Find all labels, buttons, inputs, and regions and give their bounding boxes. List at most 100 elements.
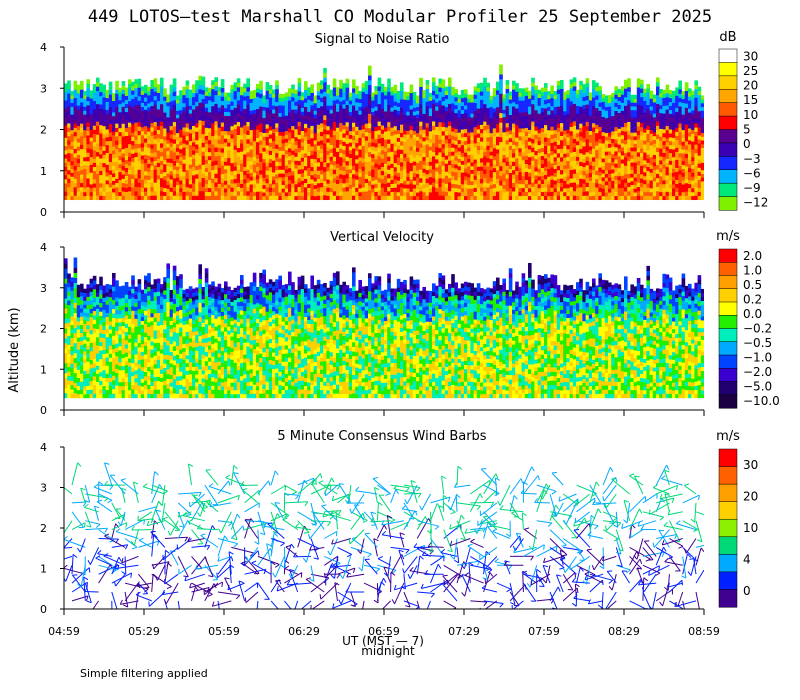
heatmap-cell <box>428 142 433 147</box>
heatmap-cell <box>249 168 254 173</box>
heatmap-cell <box>243 166 247 172</box>
heatmap-cell <box>614 130 618 136</box>
heatmap-cell <box>128 96 132 102</box>
heatmap-cell <box>182 171 186 176</box>
heatmap-cell <box>230 138 234 143</box>
heatmap-cell <box>323 100 327 106</box>
heatmap-cell <box>64 108 68 113</box>
heatmap-cell <box>243 100 247 105</box>
heatmap-cell <box>227 176 231 181</box>
heatmap-cell <box>435 167 439 172</box>
heatmap-cell <box>73 89 78 94</box>
heatmap-cell <box>480 191 484 196</box>
heatmap-cell <box>521 191 526 197</box>
heatmap-cell <box>80 178 84 184</box>
heatmap-cell <box>547 114 551 119</box>
heatmap-cell <box>620 86 625 91</box>
heatmap-cell <box>326 138 330 143</box>
heatmap-cell <box>592 182 596 188</box>
heatmap-cell <box>112 127 116 132</box>
heatmap-cell <box>630 120 634 126</box>
heatmap-cell <box>227 149 231 155</box>
heatmap-cell <box>208 99 212 105</box>
heatmap-cell <box>246 91 250 96</box>
heatmap-cell <box>166 124 170 129</box>
heatmap-cell <box>473 163 478 168</box>
heatmap-cell <box>83 149 87 154</box>
heatmap-cell <box>256 133 260 139</box>
heatmap-cell <box>604 121 609 126</box>
heatmap-cell <box>326 179 330 184</box>
heatmap-cell <box>83 191 87 197</box>
heatmap-cell <box>137 143 142 149</box>
heatmap-cell <box>470 195 474 201</box>
heatmap-cell <box>179 117 183 122</box>
heatmap-cell <box>224 142 228 147</box>
heatmap-cell <box>534 89 538 94</box>
heatmap-cell <box>67 174 71 179</box>
heatmap-cell <box>240 171 244 176</box>
heatmap-cell <box>361 149 366 155</box>
heatmap-cell <box>246 134 250 140</box>
heatmap-cell <box>259 85 263 90</box>
heatmap-cell <box>118 151 122 157</box>
heatmap-cell <box>243 125 247 130</box>
heatmap-cell <box>352 100 356 106</box>
heatmap-cell <box>179 148 183 154</box>
heatmap-cell <box>99 104 103 109</box>
heatmap-cell <box>339 101 343 106</box>
heatmap-cell <box>560 178 564 183</box>
heatmap-cell <box>326 187 330 192</box>
heatmap-cell <box>256 108 260 114</box>
heatmap-cell <box>576 144 580 150</box>
heatmap-cell <box>403 91 407 96</box>
heatmap-cell <box>332 134 337 140</box>
heatmap-cell <box>342 149 346 155</box>
heatmap-cell <box>563 172 567 177</box>
heatmap-cell <box>390 151 394 156</box>
heatmap-cell <box>620 195 625 201</box>
heatmap-cell <box>96 95 100 100</box>
heatmap-cell <box>259 174 263 179</box>
heatmap-cell <box>560 105 564 111</box>
heatmap-cell <box>483 86 487 92</box>
heatmap-cell <box>419 190 423 196</box>
heatmap-cell <box>348 115 353 120</box>
heatmap-cell <box>70 129 74 135</box>
heatmap-cell <box>230 117 234 123</box>
heatmap-cell <box>377 169 382 174</box>
heatmap-cell <box>192 142 196 147</box>
heatmap-cell <box>201 155 206 161</box>
heatmap-cell <box>384 163 388 168</box>
heatmap-cell <box>617 195 622 201</box>
heatmap-cell <box>396 94 401 100</box>
heatmap-cell <box>339 173 343 179</box>
heatmap-cell <box>131 132 135 137</box>
heatmap-cell <box>195 127 199 132</box>
heatmap-cell <box>176 188 180 193</box>
heatmap-cell <box>284 103 289 109</box>
heatmap-cell <box>563 180 567 185</box>
heatmap-cell <box>518 143 522 149</box>
heatmap-cell <box>99 124 103 130</box>
heatmap-cell <box>86 160 90 166</box>
heatmap-cell <box>582 141 586 147</box>
heatmap-cell <box>460 148 465 154</box>
heatmap-cell <box>483 125 487 131</box>
heatmap-cell <box>336 155 340 160</box>
heatmap-cell <box>243 141 247 147</box>
heatmap-cell <box>201 89 206 95</box>
heatmap-cell <box>310 125 314 131</box>
heatmap-cell <box>121 191 126 196</box>
heatmap-cell <box>233 82 238 87</box>
heatmap-cell <box>419 151 423 157</box>
heatmap-cell <box>262 177 266 182</box>
heatmap-cell <box>387 117 391 123</box>
heatmap-cell <box>374 171 378 176</box>
heatmap-cell <box>102 187 106 192</box>
heatmap-cell <box>592 92 596 98</box>
heatmap-cell <box>176 192 180 197</box>
heatmap-cell <box>620 163 625 168</box>
heatmap-cell <box>224 100 228 105</box>
heatmap-cell <box>332 186 337 192</box>
